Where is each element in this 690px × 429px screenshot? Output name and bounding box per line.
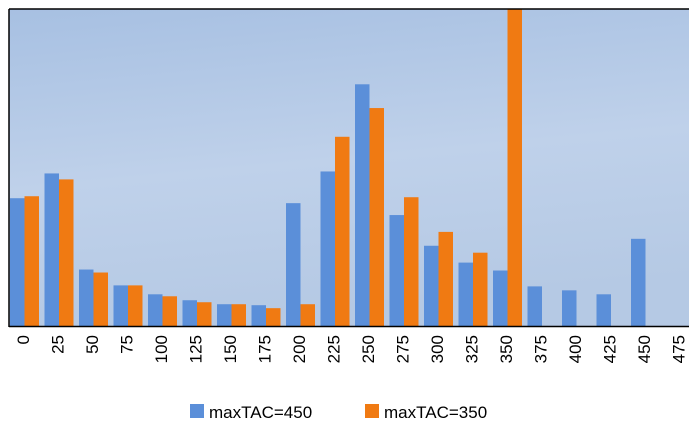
- x-tick-label-0: 0: [14, 335, 33, 344]
- bar-maxtac-350-175: [266, 308, 281, 326]
- x-tick-label-75: 75: [117, 335, 136, 354]
- bar-maxtac-450-375: [527, 286, 542, 327]
- legend-label-maxtac-350: maxTAC=350: [384, 403, 487, 422]
- x-tick-label-475: 475: [669, 335, 688, 363]
- bar-maxtac-450-400: [562, 290, 577, 326]
- bar-maxtac-350-350: [507, 9, 522, 326]
- bar-maxtac-450-50: [79, 269, 94, 326]
- x-tick-label-400: 400: [566, 335, 585, 363]
- x-tick-label-100: 100: [152, 335, 171, 363]
- bar-maxtac-350-125: [197, 302, 212, 326]
- x-tick-label-375: 375: [531, 335, 550, 363]
- bars-group: [10, 9, 646, 327]
- bar-maxtac-350-0: [24, 196, 39, 326]
- legend: maxTAC=450 maxTAC=350: [190, 403, 487, 422]
- x-tick-label-325: 325: [462, 335, 481, 363]
- x-tick-label-225: 225: [324, 335, 343, 363]
- bar-maxtac-450-25: [44, 173, 59, 326]
- bar-maxtac-350-100: [162, 296, 177, 326]
- x-tick-label-450: 450: [635, 335, 654, 363]
- bar-maxtac-450-0: [10, 198, 25, 326]
- bar-maxtac-450-125: [182, 300, 197, 326]
- bar-maxtac-350-200: [300, 304, 315, 326]
- bar-maxtac-450-425: [596, 294, 611, 326]
- legend-swatch-maxtac-350: [365, 404, 379, 418]
- bar-maxtac-450-100: [148, 294, 163, 326]
- bar-maxtac-350-300: [438, 231, 453, 326]
- x-tick-label-25: 25: [48, 335, 67, 354]
- x-tick-label-425: 425: [600, 335, 619, 363]
- bar-maxtac-450-200: [286, 203, 301, 326]
- x-tick-label-150: 150: [221, 335, 240, 363]
- x-tick-label-300: 300: [428, 335, 447, 363]
- x-tick-label-175: 175: [255, 335, 274, 363]
- x-tick-label-50: 50: [83, 335, 102, 354]
- bar-maxtac-450-325: [458, 262, 473, 326]
- bar-maxtac-450-225: [320, 171, 335, 326]
- bar-maxtac-450-250: [355, 84, 370, 326]
- bar-maxtac-450-450: [631, 238, 646, 326]
- bar-maxtac-350-275: [404, 197, 419, 326]
- legend-label-maxtac-450: maxTAC=450: [209, 403, 312, 422]
- bar-maxtac-350-250: [369, 108, 384, 326]
- bar-maxtac-350-50: [93, 272, 108, 326]
- bar-maxtac-450-350: [493, 270, 508, 326]
- bar-maxtac-350-325: [473, 252, 488, 326]
- bar-maxtac-450-300: [424, 245, 439, 326]
- bar-maxtac-350-225: [335, 136, 350, 326]
- bar-maxtac-350-25: [59, 179, 74, 326]
- x-tick-label-350: 350: [497, 335, 516, 363]
- bar-maxtac-450-150: [217, 304, 232, 326]
- x-tick-labels: 0 25 50 75 100 125 150 175 200 225 250 275 300 325 350…: [14, 335, 689, 363]
- x-tick-label-275: 275: [393, 335, 412, 363]
- x-tick-label-250: 250: [359, 335, 378, 363]
- bar-maxtac-450-75: [113, 285, 128, 326]
- x-tick-label-200: 200: [290, 335, 309, 363]
- bar-maxtac-450-275: [389, 215, 404, 326]
- bar-maxtac-350-75: [128, 285, 143, 326]
- x-tick-label-125: 125: [186, 335, 205, 363]
- bar-maxtac-350-150: [231, 304, 246, 326]
- bar-maxtac-450-175: [251, 305, 266, 326]
- legend-swatch-maxtac-450: [190, 404, 204, 418]
